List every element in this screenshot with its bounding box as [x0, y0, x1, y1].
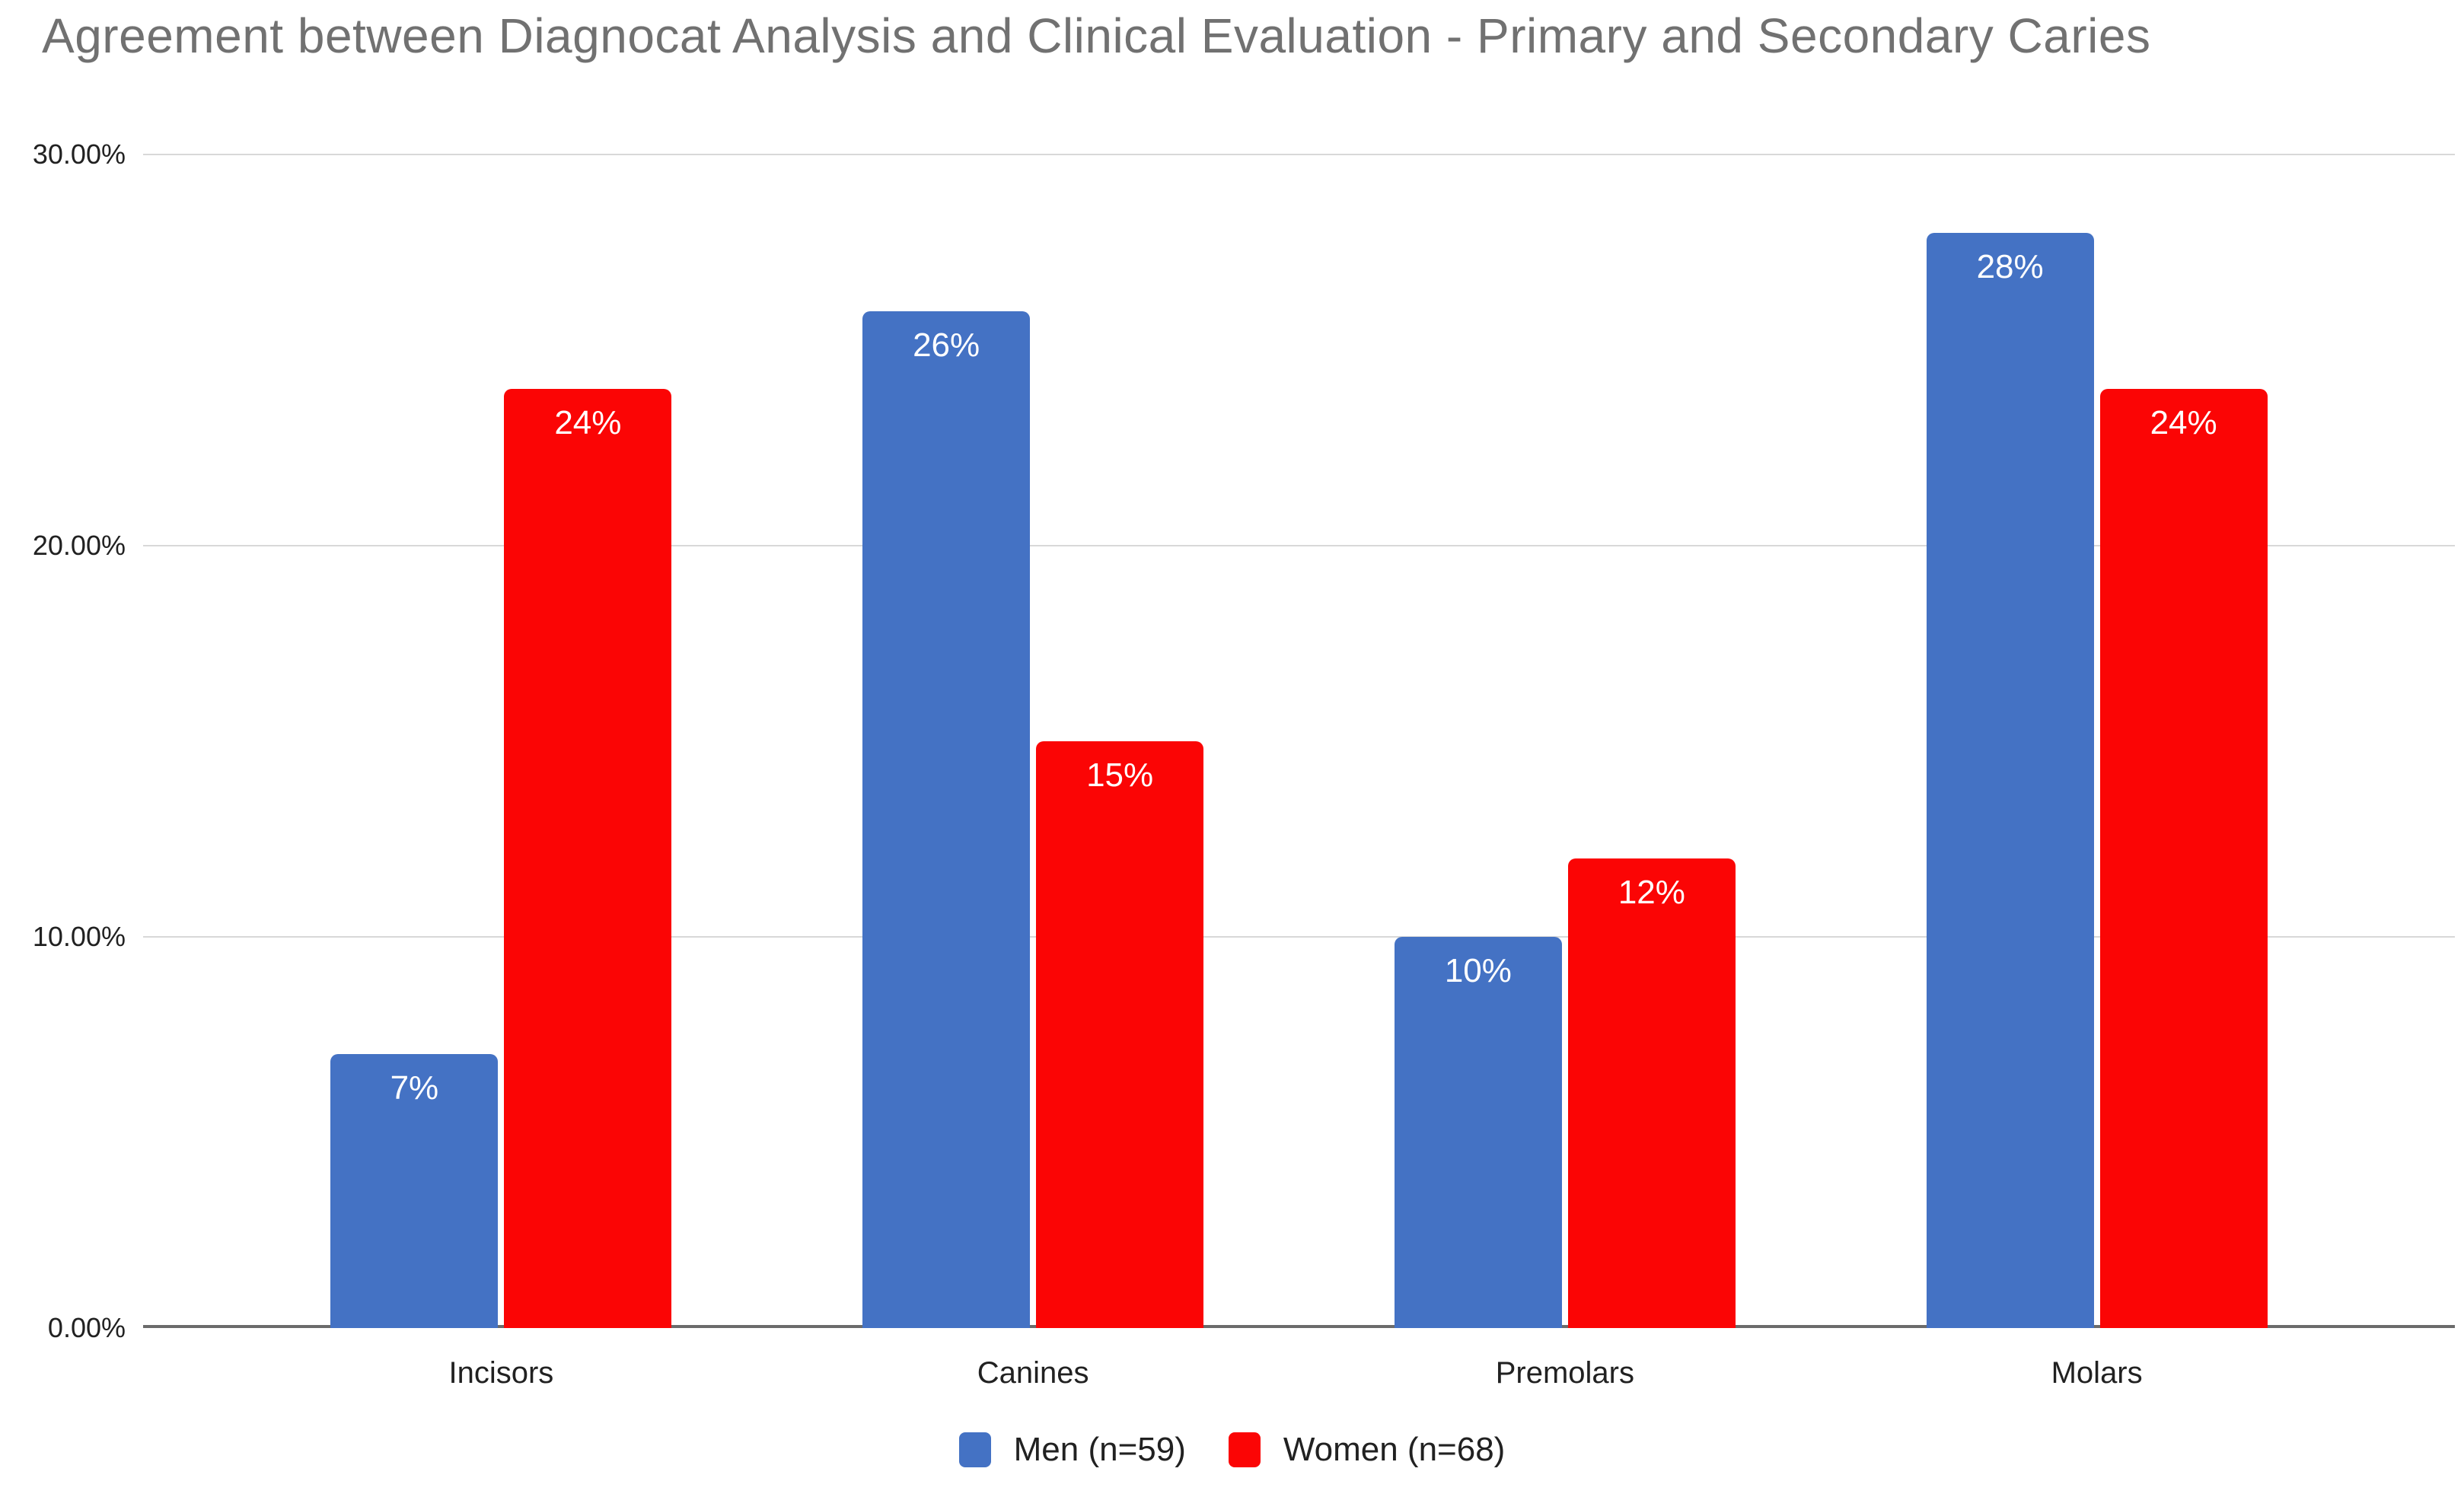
legend-label-men: Men (n=59)	[1013, 1431, 1186, 1468]
bar-value-label: 12%	[1618, 874, 1685, 912]
gridline-10pct	[143, 936, 2455, 938]
bar-value-label: 15%	[1086, 756, 1154, 794]
bar-women-molars: 24%	[2099, 389, 2268, 1328]
bar-men-premolars: 10%	[1394, 937, 1562, 1328]
bar-women-canines: 15%	[1036, 741, 1204, 1328]
bar-value-label: 24%	[2150, 404, 2217, 442]
y-tick-label-30: 30.00%	[32, 139, 126, 170]
bar-group-molars: 28% 24%	[1831, 154, 2363, 1328]
bar-group-premolars: 10% 12%	[1299, 154, 1831, 1328]
y-tick-label-0: 0.00%	[47, 1312, 126, 1343]
bar-men-canines: 26%	[862, 311, 1031, 1328]
bar-group-canines: 26% 15%	[767, 154, 1299, 1328]
legend: Men (n=59) Women (n=68)	[0, 1431, 2464, 1469]
bar-groups: 7% 24% 26% 15% 10% 12%	[143, 154, 2455, 1328]
legend-label-women: Women (n=68)	[1283, 1431, 1506, 1468]
x-axis-labels: Incisors Canines Premolars Molars	[143, 1356, 2455, 1390]
x-axis-label-premolars: Premolars	[1495, 1356, 1634, 1390]
bar-women-premolars: 12%	[1567, 858, 1736, 1328]
legend-swatch-women-icon	[1228, 1432, 1261, 1467]
y-tick-label-20: 20.00%	[32, 530, 126, 561]
x-axis-label-molars: Molars	[2051, 1356, 2143, 1390]
bar-men-molars: 28%	[1926, 232, 2094, 1328]
gridline-30pct	[143, 154, 2455, 155]
bar-value-label: 24%	[554, 404, 622, 442]
x-axis-label-incisors: Incisors	[448, 1356, 554, 1390]
bar-value-label: 10%	[1444, 952, 1512, 990]
bar-value-label: 26%	[913, 326, 980, 364]
gridline-20pct	[143, 545, 2455, 546]
plot-area: 7% 24% 26% 15% 10% 12%	[143, 154, 2455, 1328]
y-tick-label-10: 10.00%	[32, 921, 126, 952]
bar-group-incisors: 7% 24%	[235, 154, 767, 1328]
x-axis-line	[143, 1325, 2455, 1328]
chart-title: Agreement between Diagnocat Analysis and…	[42, 8, 2151, 63]
x-axis-label-canines: Canines	[977, 1356, 1089, 1390]
bar-value-label: 7%	[390, 1069, 439, 1107]
legend-item-men: Men (n=59)	[958, 1431, 1186, 1469]
bar-women-incisors: 24%	[504, 389, 672, 1328]
y-axis: 30.00% 20.00% 10.00% 0.00%	[0, 0, 126, 1497]
legend-swatch-men-icon	[958, 1432, 991, 1467]
bar-value-label: 28%	[1976, 247, 2044, 285]
legend-item-women: Women (n=68)	[1228, 1431, 1506, 1469]
bar-men-incisors: 7%	[330, 1054, 499, 1328]
